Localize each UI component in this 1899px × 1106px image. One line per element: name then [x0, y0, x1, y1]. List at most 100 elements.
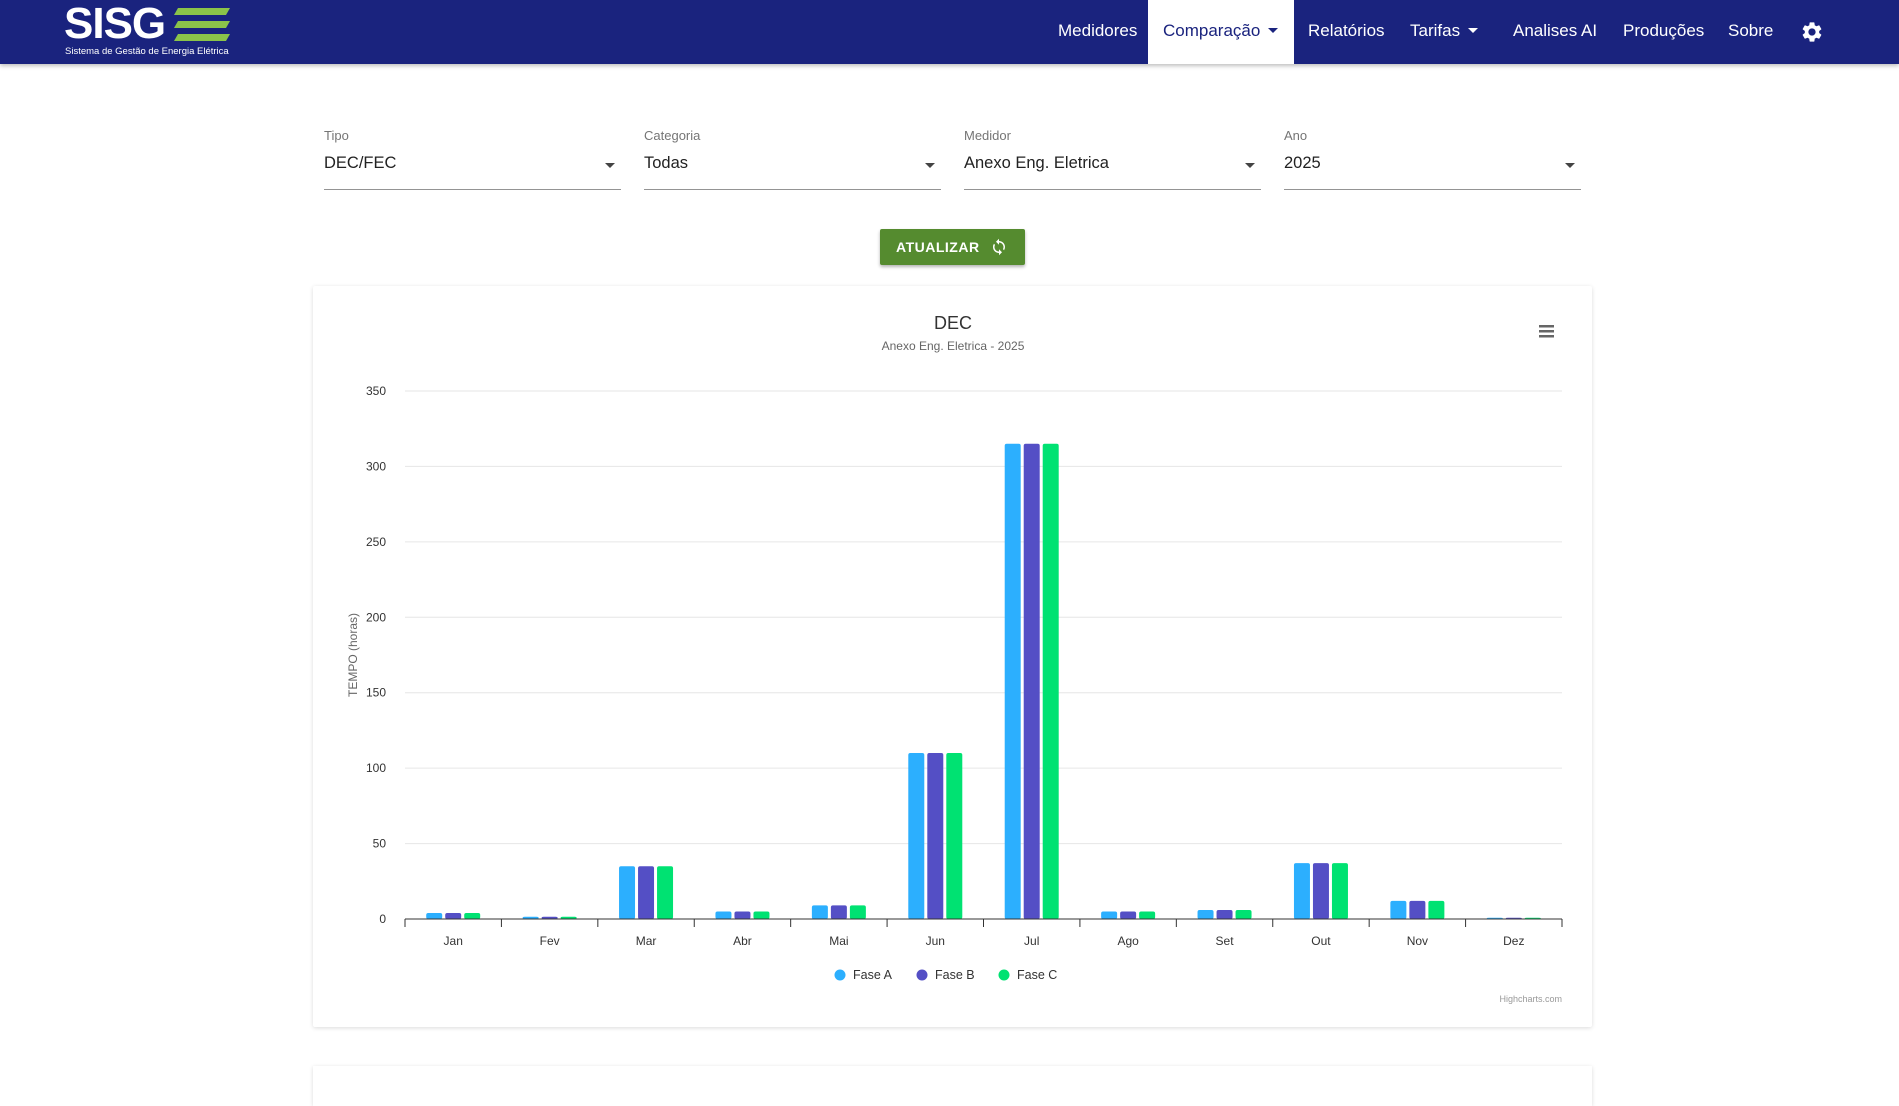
bar-fase-b-out[interactable]: [1312, 863, 1329, 919]
bar-fase-c-mar[interactable]: [657, 866, 674, 919]
bar-fase-a-jun[interactable]: [908, 753, 925, 919]
medidor-label: Medidor: [964, 128, 1011, 143]
x-tick-label: Jul: [1024, 934, 1039, 948]
medidor-value: Anexo Eng. Eletrica: [964, 154, 1109, 172]
legend-item-fase-c[interactable]: Fase C: [998, 968, 1058, 982]
y-axis-title: TEMPO (horas): [346, 613, 360, 697]
bar-fase-c-nov[interactable]: [1428, 900, 1445, 919]
bar-fase-a-jan[interactable]: [426, 912, 443, 919]
tipo-label: Tipo: [324, 128, 349, 143]
tipo-value: DEC/FEC: [324, 154, 397, 172]
bar-fase-b-fev[interactable]: [541, 916, 558, 919]
atualizar-button[interactable]: ATUALIZAR: [880, 229, 1025, 265]
bar-fase-b-jul[interactable]: [1023, 443, 1040, 919]
dropdown-arrow-icon: [1245, 163, 1255, 168]
nav-label: Comparação: [1163, 21, 1261, 40]
bar-fase-a-nov[interactable]: [1390, 900, 1407, 919]
bar-fase-a-jul[interactable]: [1004, 443, 1021, 919]
legend-label: Fase A: [853, 968, 893, 982]
x-tick-label: Nov: [1407, 934, 1428, 948]
gear-icon[interactable]: [1800, 20, 1824, 44]
legend-item-fase-a[interactable]: Fase A: [834, 968, 893, 982]
nav-producoes[interactable]: Produções: [1623, 0, 1704, 64]
bar-fase-c-jul[interactable]: [1042, 443, 1059, 919]
bar-fase-c-mai[interactable]: [849, 905, 866, 919]
ano-select[interactable]: Ano 2025: [1284, 128, 1581, 190]
bar-fase-a-mar[interactable]: [619, 866, 636, 919]
categoria-label: Categoria: [644, 128, 701, 143]
y-tick-label: 200: [366, 610, 386, 624]
y-tick-label: 50: [373, 837, 387, 851]
nav-relatorios[interactable]: Relatórios: [1308, 0, 1385, 64]
bar-fase-b-ago[interactable]: [1120, 911, 1137, 919]
nav-label: Relatórios: [1308, 21, 1385, 40]
bar-fase-a-out[interactable]: [1293, 863, 1310, 919]
highcharts-credits[interactable]: Highcharts.com: [1499, 994, 1562, 1004]
bar-fase-b-abr[interactable]: [734, 911, 751, 919]
chart-subtitle: Anexo Eng. Eletrica - 2025: [882, 339, 1025, 353]
nav-label: Medidores: [1058, 21, 1138, 40]
bar-fase-c-fev[interactable]: [560, 916, 577, 919]
chart-title: DEC: [934, 313, 972, 333]
y-tick-label: 0: [379, 912, 386, 926]
nav-comparacao[interactable]: Comparação: [1148, 0, 1294, 64]
top-navbar: SISG Sistema de Gestão de Energia Elétri…: [0, 0, 1899, 64]
dec-chart: 0 50 100 150 200 250 300 350 Jan Fev Mar Abr Mai Jun J…: [346, 313, 1563, 1004]
y-tick-label: 350: [366, 384, 386, 398]
nav-analises-ai[interactable]: Analises AI: [1513, 0, 1597, 64]
tipo-select[interactable]: Tipo DEC/FEC: [324, 128, 621, 190]
bar-fase-c-jan[interactable]: [464, 912, 481, 919]
bar-fase-b-jan[interactable]: [445, 912, 462, 919]
dropdown-arrow-icon: [605, 163, 615, 168]
x-tick-label: Out: [1311, 934, 1331, 948]
caret-down-icon: [1468, 28, 1479, 34]
nav-medidores[interactable]: Medidores: [1058, 0, 1137, 64]
bar-fase-a-set[interactable]: [1197, 909, 1214, 919]
nav-tarifas[interactable]: Tarifas: [1410, 0, 1479, 64]
bar-fase-b-mai[interactable]: [830, 905, 847, 919]
legend-label: Fase B: [935, 968, 975, 982]
ano-value: 2025: [1284, 154, 1321, 172]
logo-subtitle: Sistema de Gestão de Energia Elétrica: [65, 46, 229, 57]
nav-label: Produções: [1623, 21, 1705, 40]
bar-fase-c-jun[interactable]: [946, 753, 963, 919]
x-tick-label: Jan: [444, 934, 463, 948]
legend-symbol: [916, 969, 928, 981]
logo-bars-icon: [174, 8, 230, 41]
bar-fase-b-nov[interactable]: [1409, 900, 1426, 919]
bar-fase-a-fev[interactable]: [522, 916, 539, 919]
bar-fase-c-abr[interactable]: [753, 911, 770, 919]
legend-item-fase-b[interactable]: Fase B: [916, 968, 975, 982]
categoria-select[interactable]: Categoria Todas: [644, 128, 941, 190]
bar-fase-a-abr[interactable]: [715, 911, 732, 919]
caret-down-icon: [1268, 28, 1279, 34]
y-tick-label: 100: [366, 761, 386, 775]
refresh-icon: [993, 238, 1005, 256]
categoria-value: Todas: [644, 154, 689, 172]
atualizar-label: ATUALIZAR: [896, 239, 980, 255]
chart-card: 0 50 100 150 200 250 300 350 Jan Fev Mar Abr Mai Jun J…: [313, 286, 1592, 1027]
bar-fase-a-mai[interactable]: [811, 905, 828, 919]
x-tick-label: Dez: [1503, 934, 1524, 948]
bar-fase-b-set[interactable]: [1216, 909, 1233, 919]
nav-label: Sobre: [1728, 21, 1774, 40]
bar-fase-c-set[interactable]: [1235, 909, 1252, 919]
x-tick-label: Jun: [926, 934, 945, 948]
y-tick-label: 150: [366, 686, 386, 700]
bar-fase-c-ago[interactable]: [1139, 911, 1156, 919]
bar-fase-b-mar[interactable]: [638, 866, 655, 919]
nav-label: Analises AI: [1513, 21, 1598, 40]
x-tick-label: Abr: [733, 934, 752, 948]
bar-fase-c-out[interactable]: [1331, 863, 1348, 919]
bar-fase-a-ago[interactable]: [1101, 911, 1118, 919]
y-tick-label: 250: [366, 535, 386, 549]
nav-sobre[interactable]: Sobre: [1728, 0, 1773, 64]
bar-fase-b-jun[interactable]: [927, 753, 944, 919]
ano-label: Ano: [1284, 128, 1308, 143]
menu-icon[interactable]: [1536, 322, 1556, 342]
x-tick-label: Mar: [636, 934, 657, 948]
medidor-select[interactable]: Medidor Anexo Eng. Eletrica: [964, 128, 1261, 190]
sisgee-logo[interactable]: SISG Sistema de Gestão de Energia Elétri…: [64, 0, 244, 60]
legend-label: Fase C: [1017, 968, 1057, 982]
nav-label: Tarifas: [1410, 21, 1461, 40]
